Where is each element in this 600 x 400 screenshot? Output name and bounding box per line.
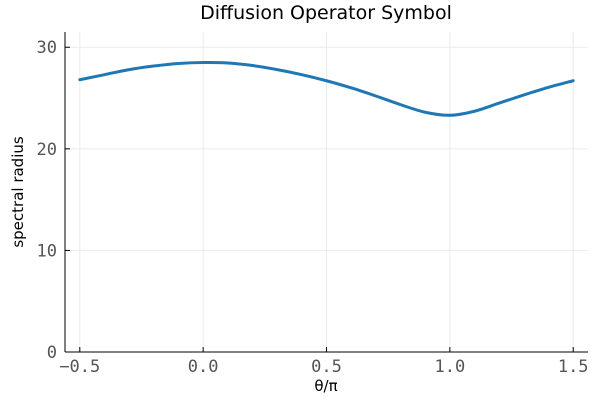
x-tick-label: 1.0 <box>434 357 465 377</box>
y-tick-label: 30 <box>37 38 57 58</box>
x-tick-label: 1.5 <box>558 357 589 377</box>
y-tick-label: 0 <box>47 343 57 363</box>
y-tick-label: 20 <box>37 140 57 160</box>
x-tick-label: 0.0 <box>188 357 219 377</box>
grid-layer <box>65 32 588 352</box>
y-tick-label: 10 <box>37 241 57 261</box>
series-layer <box>78 60 575 117</box>
x-tick-label: 0.5 <box>311 357 342 377</box>
x-tick-label: −0.5 <box>59 357 100 377</box>
ticks-layer: −0.5 0.0 0.5 1.0 1.5 0 10 20 30 <box>37 38 589 377</box>
x-axis-label: θ/π <box>314 377 337 395</box>
series-line <box>78 60 575 117</box>
y-axis-label: spectral radius <box>9 136 27 248</box>
chart-title: Diffusion Operator Symbol <box>200 2 452 24</box>
